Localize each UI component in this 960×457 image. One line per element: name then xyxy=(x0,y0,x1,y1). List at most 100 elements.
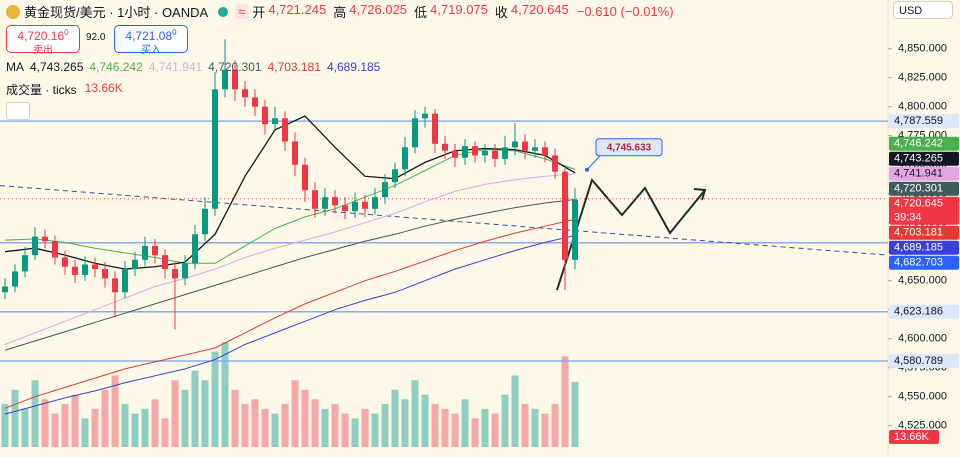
volume-bar xyxy=(81,418,89,447)
candle-body xyxy=(262,106,268,125)
volume-bar xyxy=(51,413,59,447)
ma-line xyxy=(4,173,576,345)
candle-body xyxy=(52,241,58,258)
volume-bar xyxy=(321,408,329,447)
candle-body xyxy=(432,113,438,144)
ma-value: 4,746.242 xyxy=(89,60,143,74)
volume-bar xyxy=(251,399,259,447)
volume-bar xyxy=(231,389,239,447)
candle-body xyxy=(102,269,108,279)
volume-bar xyxy=(311,399,319,447)
candle-body xyxy=(342,205,348,212)
currency: USD xyxy=(899,5,923,17)
sell-sup: 0 xyxy=(64,28,69,37)
price-badge-label: 4,720.301 xyxy=(894,183,943,195)
callout-pointer xyxy=(586,155,601,171)
volume-bar xyxy=(111,375,119,447)
volume-bar xyxy=(221,342,229,447)
collapse-button[interactable] xyxy=(6,102,30,120)
volume-bar xyxy=(131,413,139,447)
candle-body xyxy=(182,263,188,279)
market-status xyxy=(218,6,229,17)
ma-line xyxy=(4,234,576,415)
symbol-icon xyxy=(6,4,20,19)
candle-body xyxy=(422,113,428,119)
volume-bar xyxy=(191,370,199,447)
candle-body xyxy=(242,89,248,98)
candle-body xyxy=(372,197,378,209)
sell-button[interactable]: 4,720.160 卖出 xyxy=(6,25,80,56)
ohlc-value: 4,719.075 xyxy=(430,2,488,17)
candle-body xyxy=(212,89,218,209)
price-badge xyxy=(889,166,959,181)
volume-badge xyxy=(889,430,939,444)
buy-button[interactable]: 4,721.080 买入 xyxy=(114,25,188,56)
candle-body xyxy=(532,147,538,151)
volume-bar xyxy=(61,404,69,447)
volume-bar xyxy=(181,389,189,447)
alert-icon[interactable]: ≈ xyxy=(235,4,249,19)
ohlc-key: 收 xyxy=(494,5,508,20)
header: 黄金现货/美元 · 1小时 · OANDA ≈ 开 4,721.245 高 4,726… xyxy=(6,2,674,21)
candle-body xyxy=(282,118,288,142)
ohlc: 开 4,721.245 高 4,726.025 低 4,719.075 收 4,720.645 xyxy=(252,2,572,21)
price-badge-label: 39:34 xyxy=(894,212,922,224)
candle-body xyxy=(362,201,368,209)
volume-bar xyxy=(301,389,309,447)
ma-line xyxy=(4,149,576,264)
price-badge-label: 4,682.703 xyxy=(894,257,943,269)
candle-body xyxy=(252,97,258,107)
price-badge xyxy=(889,136,959,151)
candle-body xyxy=(352,201,358,212)
volume-bar xyxy=(441,408,449,447)
ma-line xyxy=(4,199,576,351)
y-tick-label: 4,550.000 xyxy=(898,391,947,403)
ma-line xyxy=(4,115,576,270)
candle-body xyxy=(302,164,308,191)
price-badge-label: 4,689.185 xyxy=(894,242,943,254)
candle-body xyxy=(2,286,8,293)
volume-bar xyxy=(471,418,479,447)
price-badge-label: 4,720.645 xyxy=(894,198,943,210)
ma-line xyxy=(4,218,576,409)
volume-bar xyxy=(401,399,409,447)
candle-body xyxy=(552,155,558,172)
candle-body xyxy=(142,245,148,260)
volume-bar xyxy=(201,380,209,447)
volume-bar xyxy=(551,404,559,447)
sell-label: 卖出 xyxy=(33,45,53,56)
price-badge xyxy=(889,196,959,225)
ohlc-key: 开 xyxy=(252,5,266,20)
callout-box xyxy=(595,138,663,157)
price-badge-label: 4,703.181 xyxy=(894,227,943,239)
candle-body xyxy=(402,147,408,170)
volume-bar xyxy=(351,418,359,447)
volume-bar xyxy=(491,413,499,447)
candle-body xyxy=(312,190,318,209)
volume-bar xyxy=(21,408,29,447)
volume-badge-label: 13.66K xyxy=(894,431,930,443)
price-badge-label: 4,746.242 xyxy=(894,138,943,150)
sell-price: 4,720.16 xyxy=(17,29,65,43)
volume-bar xyxy=(141,408,149,447)
price-badge-label: 4,787.559 xyxy=(894,115,943,127)
volume-bar xyxy=(91,408,99,447)
ohlc-value: 4,720.645 xyxy=(510,2,569,17)
candle-body xyxy=(152,245,158,256)
price-badge xyxy=(889,181,959,196)
volume-bar xyxy=(41,399,49,447)
candle-body xyxy=(202,208,208,235)
candle-body xyxy=(482,150,488,156)
volume-bar xyxy=(11,389,19,447)
price-badge xyxy=(889,114,959,129)
buy-price: 4,721.08 xyxy=(125,29,173,43)
y-tick-label: 4,525.000 xyxy=(898,420,947,432)
candle-body xyxy=(32,236,38,256)
currency-select[interactable]: USD xyxy=(893,1,953,19)
ohlc-value: 4,721.245 xyxy=(268,2,327,17)
candle-body xyxy=(192,234,198,264)
price-badge xyxy=(889,225,959,240)
price-badge xyxy=(889,255,959,270)
volume-bar xyxy=(1,404,9,447)
